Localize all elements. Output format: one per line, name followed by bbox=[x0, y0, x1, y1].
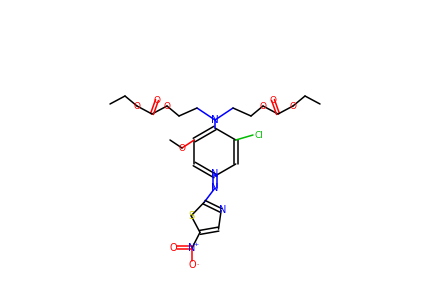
Text: +: + bbox=[193, 241, 198, 247]
Text: N: N bbox=[188, 243, 195, 253]
Text: N: N bbox=[211, 169, 218, 179]
Text: O: O bbox=[153, 96, 160, 104]
Text: O: O bbox=[289, 102, 296, 110]
Text: O: O bbox=[178, 144, 185, 152]
Text: O: O bbox=[163, 102, 170, 110]
Text: N: N bbox=[211, 183, 218, 193]
Text: O: O bbox=[133, 102, 140, 110]
Text: -: - bbox=[197, 263, 199, 267]
Text: Cl: Cl bbox=[254, 131, 263, 139]
Text: S: S bbox=[187, 211, 194, 221]
Text: O: O bbox=[169, 243, 176, 253]
Text: O: O bbox=[188, 260, 195, 270]
Text: N: N bbox=[211, 115, 218, 125]
Text: O: O bbox=[269, 96, 276, 104]
Text: O: O bbox=[259, 102, 266, 110]
Text: N: N bbox=[219, 205, 226, 216]
